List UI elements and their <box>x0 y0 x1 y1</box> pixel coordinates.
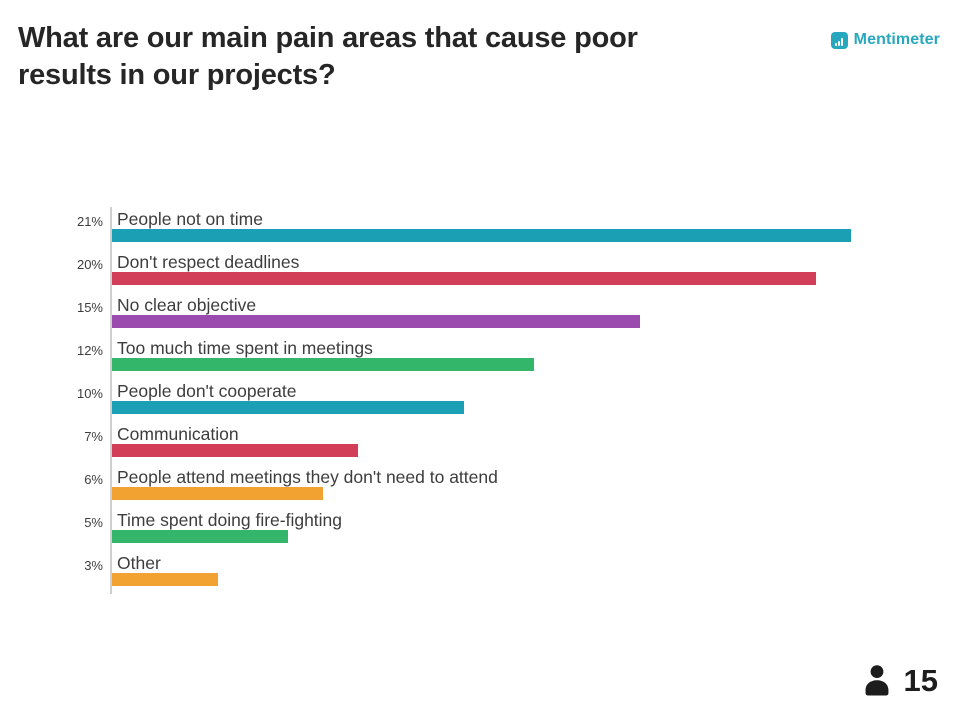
mentimeter-logo: Mentimeter <box>830 31 940 49</box>
bar-value-label: 12% <box>76 343 103 358</box>
bar-value-label: 15% <box>76 300 103 315</box>
chart-row: 15% No clear objective <box>77 293 872 336</box>
horizontal-bar-chart: 21% People not on time 20% Don't respect de… <box>77 207 872 594</box>
mentimeter-logo-text: Mentimeter <box>853 31 940 48</box>
bar-category-label: Too much time spent in meetings <box>117 338 373 358</box>
bar-value-label: 20% <box>76 257 103 272</box>
bar-value-label: 6% <box>84 472 103 487</box>
bar <box>112 315 640 328</box>
bar-category-label: No clear objective <box>117 295 257 315</box>
bar-category-label: Communication <box>117 424 239 444</box>
bar <box>112 272 816 285</box>
page-title: What are our main pain areas that cause … <box>18 22 638 91</box>
bar-value-label: 5% <box>84 515 103 530</box>
bar <box>112 358 534 371</box>
chart-row: 6% People attend meetings they don't need… <box>84 465 872 508</box>
bar <box>112 487 323 500</box>
bar-category-label: Other <box>117 553 161 573</box>
bar-category-label: People attend meetings they don't need t… <box>117 467 498 487</box>
bar-category-label: Don't respect deadlines <box>117 252 300 272</box>
chart-row: 20% Don't respect deadlines <box>77 250 872 293</box>
bar <box>112 573 218 586</box>
chart-row: 10% People don't cooperate <box>77 379 872 422</box>
bar-value-label: 10% <box>76 386 103 401</box>
chart-row: 3% Other <box>84 551 872 594</box>
chart-row: 5% Time spent doing fire-fighting <box>84 508 872 551</box>
bar <box>112 530 288 543</box>
bar-value-label: 7% <box>84 429 103 444</box>
bar <box>112 444 358 457</box>
bar <box>112 401 464 414</box>
bar-category-label: Time spent doing fire-fighting <box>117 510 343 530</box>
chart-row: 7% Communication <box>84 422 872 465</box>
bar-category-label: People not on time <box>117 209 263 229</box>
bar-value-label: 21% <box>76 214 103 229</box>
chart-row: 21% People not on time <box>77 207 872 250</box>
person-icon <box>865 665 888 696</box>
mentimeter-bar-chart-icon <box>830 31 848 49</box>
participant-counter: 15 <box>862 664 938 696</box>
participant-count: 15 <box>903 662 938 698</box>
bar <box>112 229 851 242</box>
bar-value-label: 3% <box>84 558 103 573</box>
chart-row: 12% Too much time spent in meetings <box>77 336 872 379</box>
bar-category-label: People don't cooperate <box>117 381 297 401</box>
